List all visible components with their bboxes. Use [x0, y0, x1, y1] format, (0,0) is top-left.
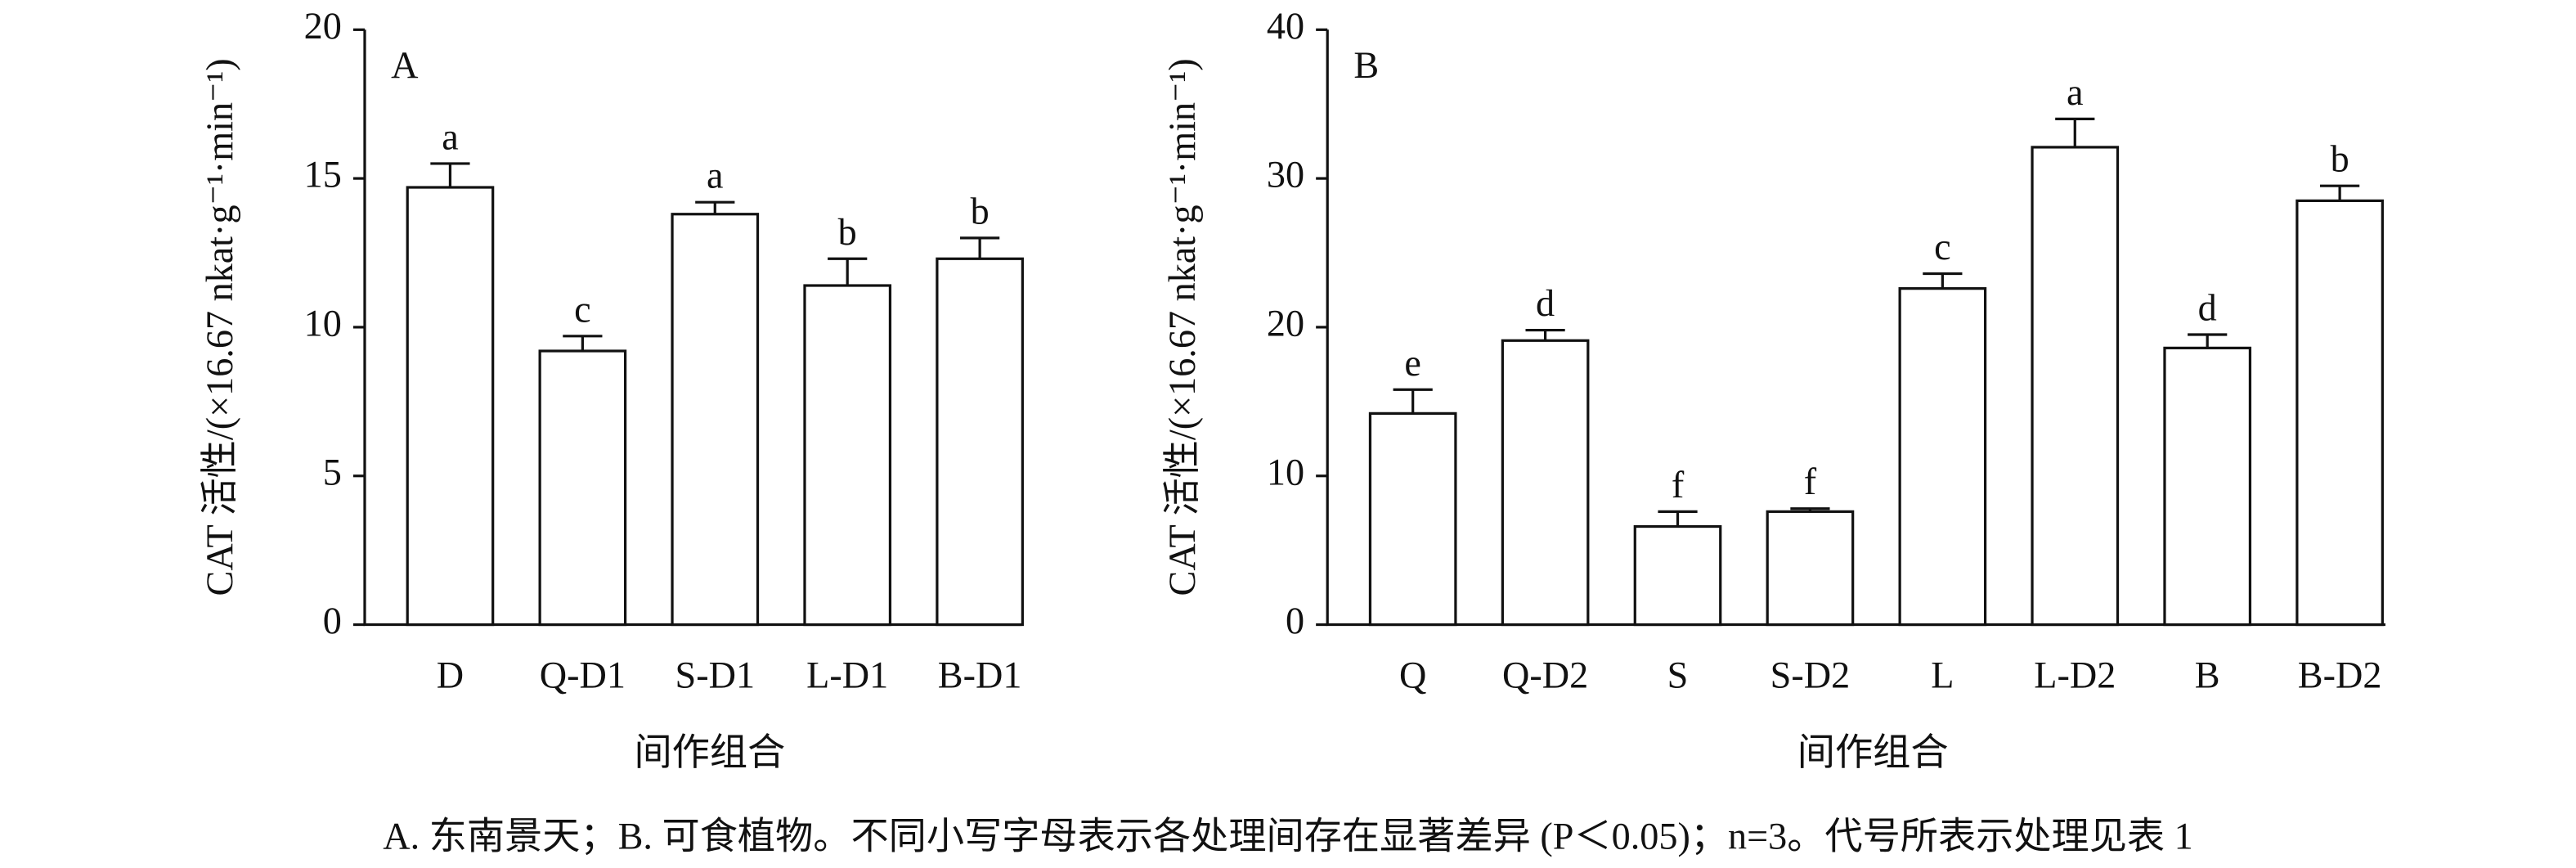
x-tick-label: L: [1931, 654, 1954, 695]
bar: [803, 284, 892, 627]
bar: [1501, 339, 1590, 627]
y-tick-label: 20: [1267, 303, 1304, 344]
bar: [671, 213, 760, 627]
x-tick-label: Q-D2: [1502, 654, 1588, 695]
y-tick-label: 5: [323, 451, 342, 492]
x-tick-label: B: [2195, 654, 2220, 695]
bar: [406, 186, 495, 627]
panel-label: A: [391, 44, 419, 86]
x-tick-label: B-D2: [2298, 654, 2382, 695]
bar: [1368, 412, 1457, 627]
x-tick-label: Q-D1: [540, 654, 626, 695]
significance-letter: d: [1536, 282, 1555, 324]
y-tick-label: 40: [1267, 5, 1304, 47]
y-tick-label: 10: [1267, 451, 1304, 492]
x-tick-label: D: [437, 654, 464, 695]
x-axis-label: 间作组合: [634, 731, 785, 773]
bar: [936, 257, 1024, 627]
x-axis-label: 间作组合: [1797, 731, 1949, 773]
error-bar: [1393, 388, 1433, 414]
bar: [2296, 199, 2384, 627]
y-tick-label: 0: [323, 600, 342, 641]
bar: [1766, 510, 1855, 627]
bar: [538, 349, 627, 627]
panel-label: B: [1353, 44, 1379, 86]
bar: [2163, 346, 2252, 627]
x-tick-label: L-D2: [2034, 654, 2116, 695]
x-tick-label: S: [1667, 654, 1689, 695]
significance-letter: f: [1672, 464, 1685, 506]
x-tick-label: L-D1: [806, 654, 888, 695]
significance-letter: f: [1804, 461, 1817, 502]
error-bar: [828, 257, 868, 286]
significance-letter: a: [442, 115, 459, 157]
error-bar: [2320, 184, 2360, 201]
y-tick-label: 15: [304, 154, 342, 196]
significance-letter: b: [2331, 138, 2349, 180]
significance-letter: c: [1934, 226, 1951, 268]
significance-letter: e: [1404, 342, 1421, 384]
error-bar: [2188, 333, 2228, 349]
error-bar: [1923, 272, 1963, 289]
caption: A. 东南景天；B. 可食植物。不同小写字母表示各处理间存在显著差异 (P＜0.…: [383, 815, 2193, 857]
error-bar: [1658, 510, 1698, 527]
error-bar: [430, 162, 470, 188]
x-tick-label: B-D1: [938, 654, 1022, 695]
significance-letter: b: [838, 211, 857, 253]
error-bar: [695, 200, 735, 214]
x-tick-label: Q: [1399, 654, 1426, 695]
bar: [1633, 524, 1722, 627]
x-tick-label: S-D2: [1770, 654, 1851, 695]
error-bar: [960, 236, 1000, 259]
y-tick-label: 0: [1286, 600, 1304, 641]
bar: [2031, 146, 2120, 627]
x-tick-label: S-D1: [675, 654, 756, 695]
significance-letter: c: [574, 288, 591, 330]
y-axis-label: CAT 活性/(×16.67 nkat·g⁻¹·min⁻¹): [199, 58, 240, 596]
y-axis-label: CAT 活性/(×16.67 nkat·g⁻¹·min⁻¹): [1161, 58, 1203, 596]
significance-letter: a: [707, 155, 724, 196]
error-bar: [1790, 507, 1830, 512]
significance-letter: d: [2198, 286, 2217, 328]
y-tick-label: 10: [304, 303, 342, 344]
error-bar: [1525, 328, 1565, 341]
y-tick-label: 30: [1267, 154, 1304, 196]
y-tick-label: 20: [304, 5, 342, 47]
significance-letter: a: [2067, 71, 2084, 113]
error-bar: [2055, 117, 2095, 147]
bar: [1898, 287, 1987, 627]
error-bar: [563, 335, 603, 352]
significance-letter: b: [971, 190, 990, 232]
